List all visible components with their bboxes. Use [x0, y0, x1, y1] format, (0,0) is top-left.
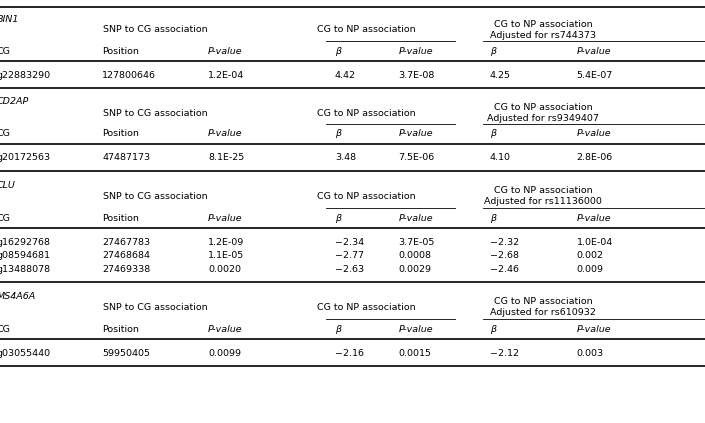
- Text: MS4A6A: MS4A6A: [0, 291, 36, 300]
- Text: 3.7E-05: 3.7E-05: [398, 237, 435, 247]
- Text: −2.46: −2.46: [490, 264, 519, 274]
- Text: P-value: P-value: [208, 47, 243, 55]
- Text: g08594681: g08594681: [0, 252, 51, 261]
- Text: g16292768: g16292768: [0, 237, 51, 247]
- Text: 1.2E-09: 1.2E-09: [208, 237, 244, 247]
- Text: CG to NP association: CG to NP association: [493, 20, 592, 29]
- Text: β: β: [490, 129, 496, 138]
- Text: 0.0020: 0.0020: [208, 264, 241, 274]
- Text: Position: Position: [102, 214, 139, 222]
- Text: 47487173: 47487173: [102, 154, 150, 162]
- Text: 3.48: 3.48: [335, 154, 356, 162]
- Text: CG to NP association: CG to NP association: [317, 25, 416, 35]
- Text: β: β: [335, 214, 341, 222]
- Text: g20172563: g20172563: [0, 154, 51, 162]
- Text: CG: CG: [0, 47, 11, 55]
- Text: β: β: [490, 214, 496, 222]
- Text: Adjusted for rs610932: Adjusted for rs610932: [490, 308, 596, 317]
- Text: 1.0E-04: 1.0E-04: [577, 237, 613, 247]
- Text: CG to NP association: CG to NP association: [493, 186, 592, 195]
- Text: β: β: [335, 47, 341, 55]
- Text: β: β: [335, 129, 341, 138]
- Text: 27468684: 27468684: [102, 252, 150, 261]
- Text: 0.0099: 0.0099: [208, 349, 241, 357]
- Text: P-value: P-value: [398, 214, 433, 222]
- Text: β: β: [490, 47, 496, 55]
- Text: P-value: P-value: [398, 324, 433, 333]
- Text: 1.1E-05: 1.1E-05: [208, 252, 244, 261]
- Text: P-value: P-value: [577, 129, 611, 138]
- Text: Adjusted for rs744373: Adjusted for rs744373: [490, 31, 596, 40]
- Text: P-value: P-value: [208, 324, 243, 333]
- Text: 7.5E-06: 7.5E-06: [398, 154, 434, 162]
- Text: g13488078: g13488078: [0, 264, 51, 274]
- Text: P-value: P-value: [577, 324, 611, 333]
- Text: −2.12: −2.12: [490, 349, 519, 357]
- Text: CLU: CLU: [0, 181, 16, 190]
- Text: CG: CG: [0, 324, 11, 333]
- Text: 0.0029: 0.0029: [398, 264, 431, 274]
- Text: −2.16: −2.16: [335, 349, 364, 357]
- Text: −2.63: −2.63: [335, 264, 364, 274]
- Text: 4.10: 4.10: [490, 154, 511, 162]
- Text: CG: CG: [0, 214, 11, 222]
- Text: 2.8E-06: 2.8E-06: [577, 154, 613, 162]
- Text: Position: Position: [102, 129, 139, 138]
- Text: BIN1: BIN1: [0, 14, 19, 24]
- Text: SNP to CG association: SNP to CG association: [103, 302, 207, 311]
- Text: CG to NP association: CG to NP association: [493, 297, 592, 306]
- Text: P-value: P-value: [398, 47, 433, 55]
- Text: CG to NP association: CG to NP association: [317, 302, 416, 311]
- Text: SNP to CG association: SNP to CG association: [103, 109, 207, 118]
- Text: 27467783: 27467783: [102, 237, 150, 247]
- Text: 4.42: 4.42: [335, 71, 356, 80]
- Text: SNP to CG association: SNP to CG association: [103, 192, 207, 201]
- Text: 59950405: 59950405: [102, 349, 150, 357]
- Text: P-value: P-value: [577, 47, 611, 55]
- Text: −2.34: −2.34: [335, 237, 364, 247]
- Text: SNP to CG association: SNP to CG association: [103, 25, 207, 35]
- Text: β: β: [335, 324, 341, 333]
- Text: 27469338: 27469338: [102, 264, 150, 274]
- Text: CG to NP association: CG to NP association: [317, 192, 416, 201]
- Text: 0.003: 0.003: [577, 349, 603, 357]
- Text: g03055440: g03055440: [0, 349, 51, 357]
- Text: 3.7E-08: 3.7E-08: [398, 71, 435, 80]
- Text: CG: CG: [0, 129, 11, 138]
- Text: CG to NP association: CG to NP association: [493, 103, 592, 112]
- Text: 0.0015: 0.0015: [398, 349, 431, 357]
- Text: 0.002: 0.002: [577, 252, 603, 261]
- Text: P-value: P-value: [577, 214, 611, 222]
- Text: CG to NP association: CG to NP association: [317, 109, 416, 118]
- Text: 8.1E-25: 8.1E-25: [208, 154, 244, 162]
- Text: −2.32: −2.32: [490, 237, 519, 247]
- Text: P-value: P-value: [208, 129, 243, 138]
- Text: −2.68: −2.68: [490, 252, 519, 261]
- Text: CD2AP: CD2AP: [0, 97, 29, 107]
- Text: Adjusted for rs9349407: Adjusted for rs9349407: [487, 114, 599, 123]
- Text: P-value: P-value: [208, 214, 243, 222]
- Text: β: β: [490, 324, 496, 333]
- Text: Adjusted for rs11136000: Adjusted for rs11136000: [484, 197, 602, 206]
- Text: 5.4E-07: 5.4E-07: [577, 71, 613, 80]
- Text: 1.2E-04: 1.2E-04: [208, 71, 244, 80]
- Text: g22883290: g22883290: [0, 71, 51, 80]
- Text: Position: Position: [102, 324, 139, 333]
- Text: 4.25: 4.25: [490, 71, 511, 80]
- Text: 127800646: 127800646: [102, 71, 157, 80]
- Text: 0.009: 0.009: [577, 264, 603, 274]
- Text: 0.0008: 0.0008: [398, 252, 431, 261]
- Text: P-value: P-value: [398, 129, 433, 138]
- Text: Position: Position: [102, 47, 139, 55]
- Text: −2.77: −2.77: [335, 252, 364, 261]
